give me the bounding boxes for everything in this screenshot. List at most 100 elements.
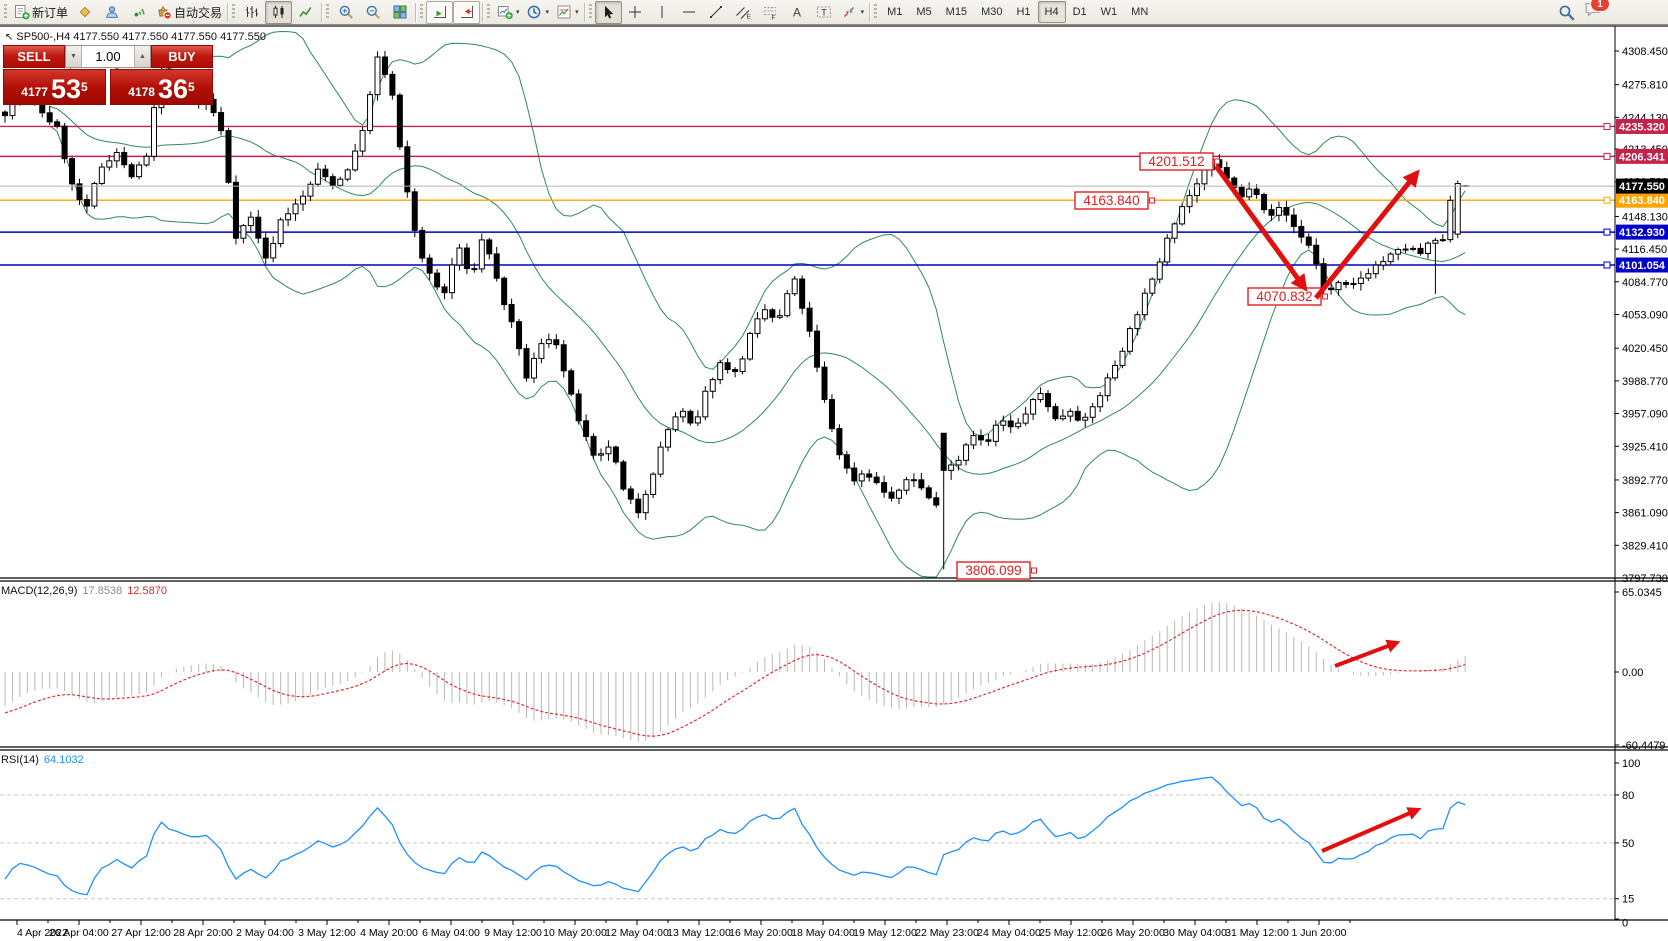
svg-text:4206.341: 4206.341 (1619, 151, 1665, 163)
signals-button[interactable] (125, 1, 152, 24)
svg-text:4148.130: 4148.130 (1622, 211, 1668, 223)
svg-text:16 May 20:00: 16 May 20:00 (729, 927, 793, 939)
line-chart-button[interactable] (292, 1, 319, 24)
timeframe-mn[interactable]: MN (1131, 6, 1149, 18)
svg-text:2 May 04:00: 2 May 04:00 (236, 927, 294, 939)
svg-text:4101.054: 4101.054 (1619, 260, 1666, 272)
chevron-down-icon: ▾ (860, 9, 865, 16)
text-label-button[interactable]: T (811, 1, 838, 24)
price-badge (1616, 118, 1668, 134)
chat-button[interactable]: 1 (1584, 0, 1610, 23)
market-button[interactable] (71, 1, 98, 24)
zoom-in-button[interactable] (332, 1, 359, 24)
svg-text:4070.832: 4070.832 (1256, 289, 1312, 304)
buy-price-button[interactable]: 4178 36 5 (110, 69, 213, 105)
price-badge (1616, 257, 1668, 273)
rsi-axis-labels: 100 80 50 15 0 (1615, 758, 1640, 930)
timeframe-h4[interactable]: H4 (1037, 1, 1066, 23)
trend-down-arrow[interactable] (1213, 164, 1308, 292)
timeframe-m5[interactable]: M5 (916, 6, 932, 18)
auto-trading-button[interactable]: 自动交易 (152, 1, 225, 24)
signals-icon (130, 4, 147, 20)
toolbar-grip (326, 4, 330, 20)
buy-button[interactable]: BUY (151, 45, 213, 68)
bollinger-lower-line (49, 125, 1466, 578)
horizontal-lines (0, 125, 1615, 266)
toolbar-groups: 新订单 自动交易 ▾ ▾ ▾ E F A T ▾ M1 M5 M15 M30 H1 H4 D1 W1 MN (2, 0, 1155, 24)
symbol-title: ↖ SP500-,H4 4177.550 4177.550 4177.550 41… (5, 31, 266, 43)
svg-text:80: 80 (1622, 790, 1634, 802)
svg-text:50: 50 (1622, 838, 1634, 850)
volume-input[interactable]: 1.00 (82, 46, 134, 67)
toolbar-right: 1 (1558, 0, 1610, 23)
price-label-4201[interactable] (1139, 152, 1214, 171)
sell-price-button[interactable]: 4177 53 5 (3, 69, 106, 105)
bars-icon (243, 4, 260, 20)
chevron-down-icon: ▾ (545, 9, 550, 16)
zoom-out-button[interactable] (359, 1, 386, 24)
auto-scroll-button[interactable] (426, 0, 454, 24)
zoomin-icon (337, 4, 354, 20)
sell-button[interactable]: SELL (3, 45, 65, 68)
svg-text:0.00: 0.00 (1622, 667, 1643, 679)
svg-text:65.0345: 65.0345 (1622, 587, 1662, 599)
cursor-button[interactable] (594, 0, 622, 24)
add-indicator-button[interactable]: ▾ (493, 1, 523, 24)
labelT-icon: T (816, 4, 833, 20)
toolbar-grip (874, 4, 878, 20)
svg-text:3957.090: 3957.090 (1622, 409, 1668, 421)
candles-layer (2, 50, 1470, 570)
clock-icon (526, 4, 543, 20)
svg-text:4 May 20:00: 4 May 20:00 (360, 927, 418, 939)
svg-text:3861.090: 3861.090 (1622, 508, 1668, 520)
tile-windows-button[interactable] (386, 1, 413, 24)
autotrade-icon (155, 4, 172, 20)
svg-text:30 May 04:00: 30 May 04:00 (1163, 927, 1227, 939)
annotations: 4201.512 4163.840 4070.832 3806.099 (956, 152, 1422, 853)
equidistant-channel-button[interactable]: E (730, 1, 757, 24)
svg-text:3829.410: 3829.410 (1622, 540, 1668, 552)
trendline-button[interactable] (703, 1, 730, 24)
horizontal-line-button[interactable] (676, 1, 703, 24)
rsi-indicator-label: RSI(14) 64.1032 (1, 754, 84, 766)
current-price-badge (1616, 178, 1668, 194)
candlestick-chart-button[interactable] (265, 0, 293, 24)
text-button[interactable]: A (784, 1, 811, 24)
svg-text:18 May 04:00: 18 May 04:00 (791, 927, 855, 939)
svg-text:25 May 12:00: 25 May 12:00 (1039, 927, 1103, 939)
volume-decrease-button[interactable]: ▼ (66, 46, 82, 67)
timeframe-w1[interactable]: W1 (1100, 6, 1118, 18)
macd-axis-labels: 65.0345 0.00 -60.4479 (1615, 587, 1665, 752)
timeframe-m1[interactable]: M1 (887, 6, 903, 18)
trend-up-arrow[interactable] (1314, 169, 1420, 300)
svg-text:0: 0 (1622, 918, 1628, 930)
vertical-line-button[interactable] (649, 1, 676, 24)
toolbar-separator (482, 2, 484, 22)
price-label-4163[interactable] (1074, 191, 1149, 210)
search-icon[interactable] (1558, 4, 1575, 20)
rsi-line (4, 776, 1466, 896)
chart-shift-button[interactable] (453, 0, 481, 24)
toolbar-grip (4, 4, 7, 20)
timeframe-m15[interactable]: M15 (945, 6, 968, 18)
template-button[interactable]: ▾ (552, 1, 582, 24)
timeframe-d1[interactable]: D1 (1072, 6, 1087, 18)
timeframe-h1[interactable]: H1 (1016, 6, 1031, 18)
timeframe-m30[interactable]: M30 (981, 6, 1003, 18)
rsi-up-arrow[interactable] (1321, 807, 1422, 853)
new-order-button[interactable]: 新订单 (10, 1, 71, 24)
price-label-3806[interactable] (956, 561, 1031, 580)
chevron-down-icon: ▾ (516, 9, 520, 16)
period-button[interactable]: ▾ (523, 1, 553, 24)
volume-increase-button[interactable]: ▲ (134, 46, 150, 67)
bar-chart-button[interactable] (238, 1, 265, 24)
community-button[interactable] (98, 1, 125, 24)
crosshair-button[interactable] (622, 1, 649, 24)
arrows-tool-button[interactable]: ▾ (838, 1, 868, 24)
fibonacci-button[interactable]: F (757, 1, 784, 24)
macd-up-arrow[interactable] (1334, 639, 1401, 668)
price-label-4070[interactable] (1247, 287, 1322, 306)
svg-text:28 Apr 20:00: 28 Apr 20:00 (173, 927, 233, 939)
